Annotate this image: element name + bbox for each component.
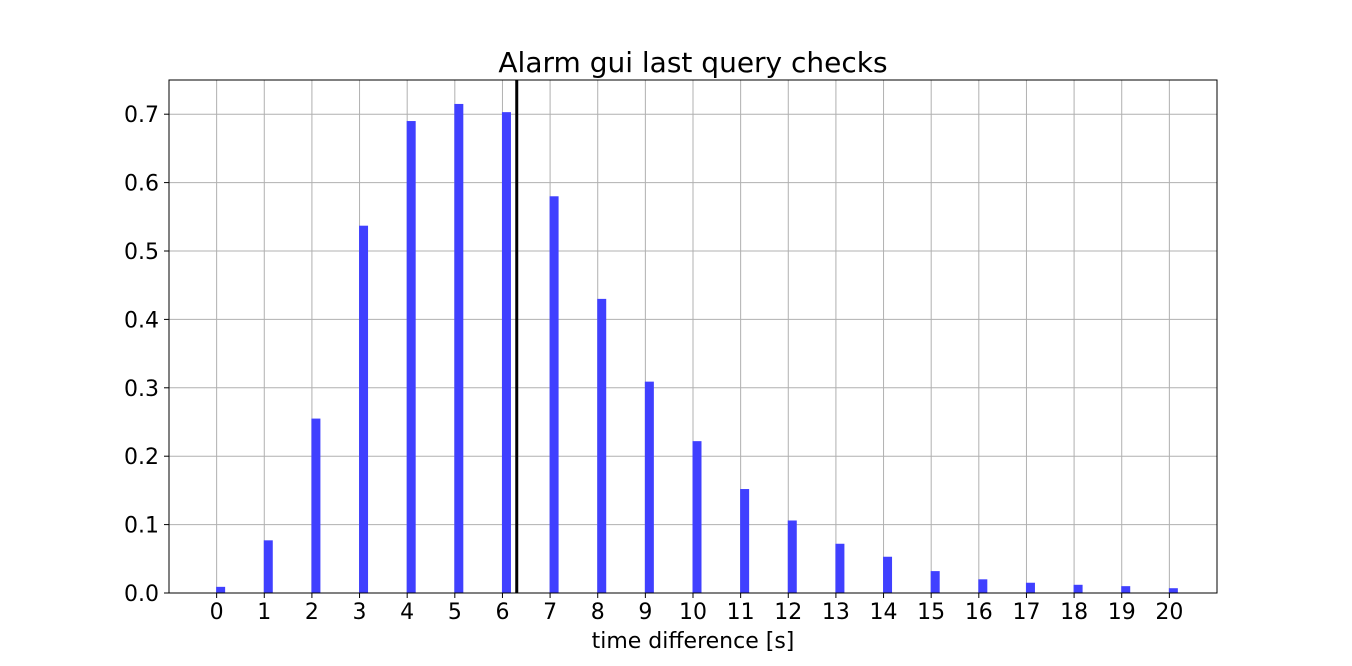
bar	[1025, 582, 1035, 593]
x-tick-label: 0	[210, 600, 224, 625]
bar	[740, 489, 750, 593]
bar	[454, 103, 464, 593]
bar	[978, 579, 988, 593]
x-tick-label: 6	[495, 600, 509, 625]
y-tick-label: 0.0	[124, 582, 159, 607]
bar	[692, 441, 702, 593]
x-axis-label: time difference [s]	[592, 629, 795, 654]
bar	[406, 121, 416, 593]
x-tick-label: 2	[305, 600, 319, 625]
x-tick-label: 5	[448, 600, 462, 625]
x-axis: 0 1 2 3 4 5 6 7 8 9 10 11 12 13 14 15 16 17 18 19 20	[210, 593, 1183, 625]
y-tick-label: 0.1	[124, 514, 159, 539]
x-tick-label: 11	[727, 600, 755, 625]
bar	[1073, 584, 1083, 593]
y-tick-label: 0.7	[124, 103, 159, 128]
x-tick-label: 3	[353, 600, 367, 625]
bar	[549, 196, 559, 593]
y-tick-label: 0.5	[124, 240, 159, 265]
bar	[787, 520, 797, 593]
y-tick-label: 0.2	[124, 445, 159, 470]
chart-title: Alarm gui last query checks	[498, 46, 887, 79]
x-tick-label: 19	[1108, 600, 1136, 625]
bar	[216, 586, 226, 593]
bar	[835, 543, 845, 593]
x-tick-label: 16	[965, 600, 993, 625]
x-tick-label: 12	[774, 600, 802, 625]
x-tick-label: 10	[679, 600, 707, 625]
bar	[644, 381, 654, 593]
x-tick-label: 14	[870, 600, 898, 625]
x-tick-label: 8	[591, 600, 605, 625]
bar	[1121, 586, 1131, 593]
y-tick-label: 0.3	[124, 377, 159, 402]
bar	[930, 571, 940, 593]
bar	[501, 112, 511, 593]
x-tick-label: 7	[543, 600, 557, 625]
x-tick-label: 20	[1155, 600, 1183, 625]
x-tick-label: 9	[638, 600, 652, 625]
bar	[263, 540, 273, 593]
y-tick-label: 0.4	[124, 308, 159, 333]
bar	[359, 225, 369, 593]
bar	[883, 556, 893, 593]
x-tick-label: 13	[822, 600, 850, 625]
bar	[597, 298, 607, 593]
y-axis: 0.0 0.1 0.2 0.3 0.4 0.5 0.6 0.7	[124, 103, 169, 607]
y-tick-label: 0.6	[124, 172, 159, 197]
bar	[1168, 588, 1178, 593]
bars	[216, 103, 1178, 593]
x-tick-label: 4	[400, 600, 414, 625]
x-tick-label: 17	[1012, 600, 1040, 625]
x-tick-label: 18	[1060, 600, 1088, 625]
x-tick-label: 1	[257, 600, 271, 625]
x-tick-label: 15	[917, 600, 945, 625]
bar	[311, 418, 321, 593]
